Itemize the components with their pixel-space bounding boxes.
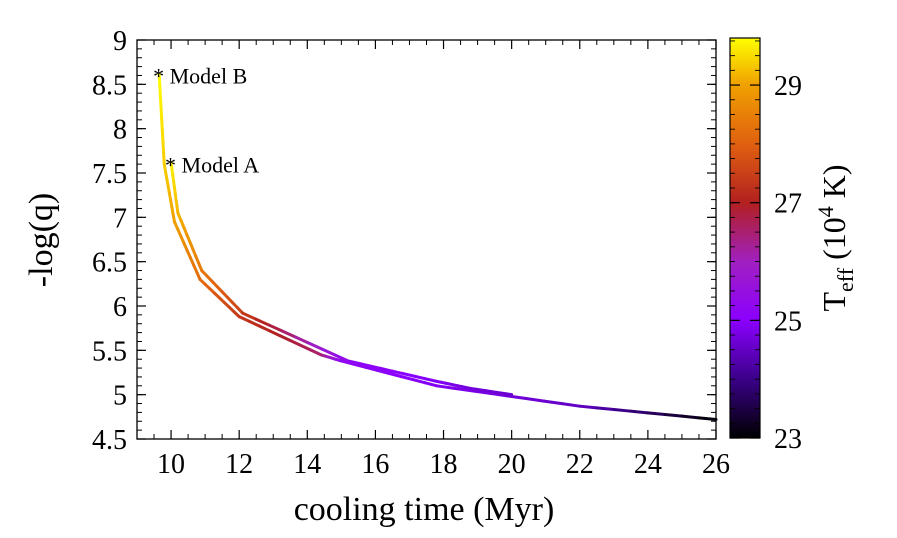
y-axis-label: -log(q) [23, 193, 60, 287]
series-1-segment [488, 391, 510, 398]
series-1-segment [159, 106, 164, 121]
x-tick-label: 24 [634, 449, 662, 480]
series-1-segment [375, 368, 391, 375]
y-tick-label: 5 [113, 381, 127, 412]
colorbar-tick-label: 25 [774, 306, 802, 337]
series-1-segment [453, 386, 474, 393]
y-tick-label: 5.5 [92, 336, 127, 367]
series-2-segment [333, 353, 350, 363]
x-tick-label: 14 [293, 449, 321, 480]
series-1-segment [298, 343, 313, 352]
colorbar-tick-label: 29 [774, 71, 802, 102]
series-2-segment [424, 377, 439, 383]
series-1-segment [423, 381, 439, 388]
x-tick-label: 20 [498, 449, 526, 480]
colorbar-scale [729, 37, 761, 439]
series-1-segment [646, 411, 667, 417]
colorbar-label-sub: eff [833, 267, 858, 292]
colorbar-ticks: 23 25 27 29 [730, 40, 802, 455]
y-tick-label: 6 [113, 292, 127, 323]
series-1-segment [157, 72, 162, 87]
series-2-segment [241, 311, 258, 321]
series-2-segment [390, 369, 406, 376]
y-tick-label: 7 [113, 203, 127, 234]
annotation-layer: * Model B * Model A [153, 64, 259, 178]
series-2-segment [346, 359, 361, 366]
series-1-segment [506, 394, 528, 401]
series-1-segment [258, 324, 272, 333]
series-1-segment [158, 94, 163, 110]
series-1-segment [595, 406, 616, 412]
series-1-segment [612, 408, 633, 413]
y-tick-label: 8.5 [92, 70, 127, 101]
axes-layer: 10 12 14 16 18 20 22 24 26 4.5 5 5.5 6 6.5 7 7.5 8 8.5 9 [92, 26, 730, 480]
colorbar-tick-label: 23 [774, 424, 802, 455]
series-1-segment [339, 359, 355, 366]
series-1-segment [160, 117, 164, 132]
series-1-segment [578, 404, 599, 410]
x-tick-label: 16 [361, 449, 389, 480]
x-tick-label: 12 [225, 449, 253, 480]
colorbar: 23 25 27 29 Teff (104 K) [729, 37, 858, 455]
colorbar-tick-label: 27 [774, 189, 802, 220]
colorbar-label-main: T [816, 292, 852, 312]
series-1-segment [309, 348, 323, 357]
series-2-segment [505, 392, 514, 397]
x-tick-label: 10 [157, 449, 185, 480]
series-2 [169, 160, 514, 397]
y-tick-label: 7.5 [92, 159, 127, 190]
series-1-segment [268, 329, 282, 338]
colorbar-label-close: K) [816, 165, 852, 207]
series-1-segment [160, 128, 165, 144]
series-2-segment [254, 317, 271, 327]
series-layer [157, 72, 718, 421]
series-1-segment [542, 399, 564, 406]
series-1-segment [411, 378, 427, 385]
series-2-segment [413, 374, 428, 381]
y-tick-label: 8 [113, 115, 127, 146]
series-1-segment [524, 397, 546, 403]
series-2-segment [307, 341, 324, 351]
annotation-label: * Model A [165, 152, 259, 177]
colorbar-label-open: (10 [816, 217, 852, 268]
series-1-segment [288, 338, 302, 347]
series-2-segment [379, 367, 394, 373]
series-1-segment [351, 362, 367, 369]
x-tick-label: 26 [702, 449, 730, 480]
annotation-label: * Model B [153, 64, 247, 89]
series-1-segment [278, 334, 292, 342]
series-1-segment [629, 409, 650, 415]
series-1-segment [363, 365, 379, 372]
y-tick-label: 4.5 [92, 425, 127, 456]
series-1-segment [387, 371, 403, 378]
series-1-segment [435, 384, 457, 390]
series-2-segment [368, 364, 383, 371]
series-1-segment [247, 319, 262, 328]
series-1-segment [161, 140, 166, 155]
series-1-segment [399, 374, 415, 382]
series-2-segment [280, 329, 297, 339]
colorbar-label: Teff (104 K) [813, 165, 858, 312]
series-1 [157, 72, 718, 421]
series-2-segment [402, 372, 417, 378]
series-2-segment [320, 347, 337, 357]
x-tick-label: 22 [566, 449, 594, 480]
series-1-segment [162, 151, 166, 166]
series-2-segment [357, 362, 372, 368]
series-1-segment [560, 402, 582, 408]
series-1-segment [237, 315, 251, 323]
series-1-segment [470, 389, 492, 395]
x-tick-label: 18 [430, 449, 458, 480]
series-1-segment [158, 83, 162, 98]
y-tick-label: 6.5 [92, 248, 127, 279]
colorbar-label-sup: 4 [813, 206, 838, 217]
series-2-segment [293, 335, 311, 345]
series-2-segment [267, 323, 284, 333]
series-1-segment [663, 413, 684, 418]
x-axis-label: cooling time (Myr) [294, 491, 555, 528]
y-tick-label: 9 [113, 26, 127, 57]
series-1-segment [680, 414, 701, 420]
series-1-segment [697, 416, 718, 421]
